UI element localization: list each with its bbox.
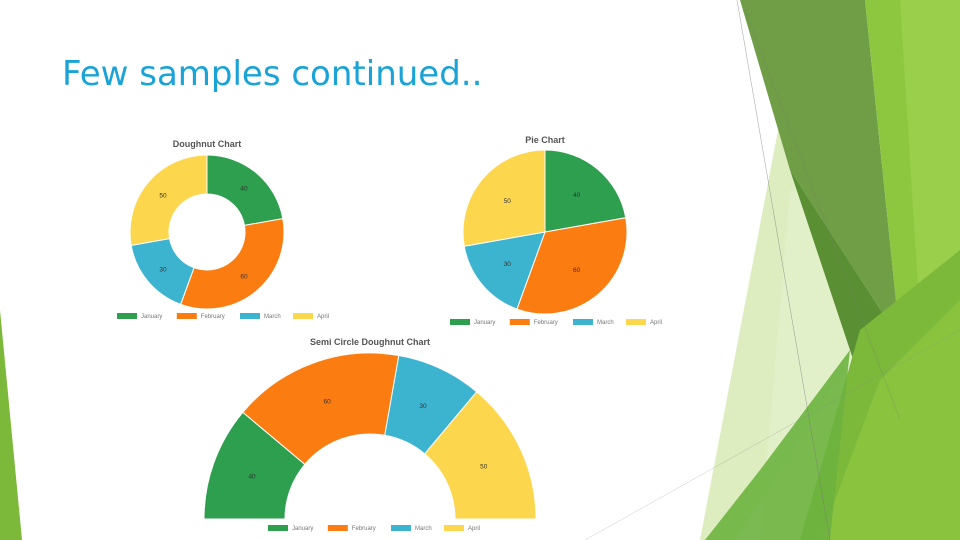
doughnut-legend-label-march[interactable]: March <box>264 314 281 320</box>
semi-data-label-april: 50 <box>480 463 488 470</box>
semi-legend-swatch-april[interactable] <box>444 525 464 531</box>
semi-slice-february[interactable] <box>242 352 400 466</box>
pie-data-label-april: 50 <box>504 198 512 205</box>
pie-slice-january[interactable] <box>544 149 627 233</box>
deco-left-sliver <box>0 310 22 540</box>
doughnut-slice-april[interactable] <box>129 154 208 246</box>
pie-legend-swatch-january[interactable] <box>450 319 470 325</box>
deco-thin-line-1 <box>736 0 831 540</box>
deco-green-mid <box>900 0 960 320</box>
semi-legend-swatch-february[interactable] <box>327 525 348 531</box>
pie-legend-label-february[interactable]: February <box>534 320 558 326</box>
doughnut-legend-swatch-march[interactable] <box>240 313 260 319</box>
doughnut-legend-swatch-january[interactable] <box>117 313 137 319</box>
semi-legend-label-january[interactable]: January <box>292 526 313 532</box>
deco-green-tall <box>740 0 900 340</box>
doughnut-legend-swatch-april[interactable] <box>293 313 313 319</box>
doughnut-legend-label-april[interactable]: April <box>317 314 329 320</box>
pie-legend-label-april[interactable]: April <box>650 320 662 326</box>
pie-data-label-february: 60 <box>573 267 581 274</box>
slide-title: Few samples continued.. <box>62 54 483 94</box>
semi-legend-swatch-january[interactable] <box>268 525 288 531</box>
pie-legend-swatch-february[interactable] <box>509 319 530 325</box>
doughnut-chart-title: Doughnut Chart <box>173 139 241 149</box>
pie-data-label-january: 40 <box>573 192 581 199</box>
deco-green-sliver <box>705 350 850 540</box>
doughnut-legend-label-february[interactable]: February <box>201 314 225 320</box>
pie-data-label-march: 30 <box>504 261 512 268</box>
doughnut-data-label-march: 30 <box>159 266 167 273</box>
pie-legend-label-january[interactable]: January <box>474 320 495 326</box>
pie-legend-swatch-april[interactable] <box>626 319 646 325</box>
semi-slice-april[interactable] <box>423 391 537 520</box>
doughnut-legend-swatch-february[interactable] <box>176 313 197 319</box>
doughnut-data-label-january: 40 <box>240 185 248 192</box>
deco-thin-line-2 <box>744 9 901 421</box>
doughnut-data-label-april: 50 <box>159 193 167 200</box>
semi-legend-label-april[interactable]: April <box>468 526 480 532</box>
pie-legend-swatch-march[interactable] <box>573 319 593 325</box>
doughnut-slice-february[interactable] <box>180 218 285 310</box>
doughnut-legend-label-january[interactable]: January <box>141 314 162 320</box>
semi-legend-label-march[interactable]: March <box>415 526 432 532</box>
pie-slice-february[interactable] <box>516 217 628 315</box>
semi-data-label-february: 60 <box>323 399 331 406</box>
semi-legend-swatch-march[interactable] <box>391 525 411 531</box>
pie-slice-april[interactable] <box>462 149 546 247</box>
semi-data-label-march: 30 <box>419 403 427 410</box>
pie-chart-title: Pie Chart <box>525 135 565 145</box>
semi-legend-label-february[interactable]: February <box>352 526 376 532</box>
doughnut-data-label-february: 60 <box>240 274 248 281</box>
pie-legend-label-march[interactable]: March <box>597 320 614 326</box>
semi-chart-title: Semi Circle Doughnut Chart <box>310 337 430 347</box>
pie-slice-march[interactable] <box>463 231 546 310</box>
deco-green-bottom <box>820 300 960 540</box>
semi-data-label-january: 40 <box>248 474 256 481</box>
deco-thin-line-3 <box>584 329 960 540</box>
